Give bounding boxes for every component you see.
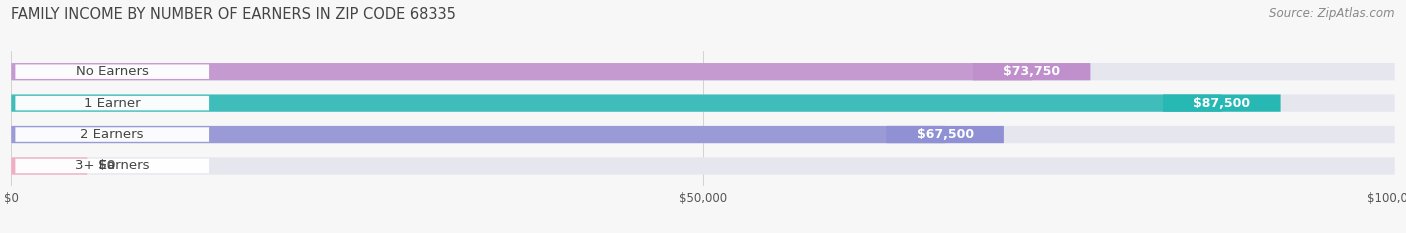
FancyBboxPatch shape bbox=[11, 94, 1395, 112]
FancyBboxPatch shape bbox=[1163, 94, 1281, 112]
FancyBboxPatch shape bbox=[15, 127, 209, 142]
Text: FAMILY INCOME BY NUMBER OF EARNERS IN ZIP CODE 68335: FAMILY INCOME BY NUMBER OF EARNERS IN ZI… bbox=[11, 7, 456, 22]
Text: 2 Earners: 2 Earners bbox=[80, 128, 143, 141]
FancyBboxPatch shape bbox=[11, 157, 87, 175]
Text: $0: $0 bbox=[98, 159, 115, 172]
FancyBboxPatch shape bbox=[15, 96, 209, 110]
FancyBboxPatch shape bbox=[15, 65, 209, 79]
Text: Source: ZipAtlas.com: Source: ZipAtlas.com bbox=[1270, 7, 1395, 20]
FancyBboxPatch shape bbox=[11, 126, 945, 143]
FancyBboxPatch shape bbox=[15, 159, 209, 173]
FancyBboxPatch shape bbox=[11, 94, 1222, 112]
FancyBboxPatch shape bbox=[11, 126, 1395, 143]
FancyBboxPatch shape bbox=[973, 63, 1091, 80]
Text: $67,500: $67,500 bbox=[917, 128, 974, 141]
FancyBboxPatch shape bbox=[11, 63, 1395, 80]
Text: No Earners: No Earners bbox=[76, 65, 149, 78]
FancyBboxPatch shape bbox=[11, 63, 1032, 80]
Text: 3+ Earners: 3+ Earners bbox=[75, 159, 149, 172]
FancyBboxPatch shape bbox=[886, 126, 1004, 143]
Text: 1 Earner: 1 Earner bbox=[84, 97, 141, 110]
Text: $73,750: $73,750 bbox=[1002, 65, 1060, 78]
FancyBboxPatch shape bbox=[11, 157, 1395, 175]
Text: $87,500: $87,500 bbox=[1194, 97, 1250, 110]
